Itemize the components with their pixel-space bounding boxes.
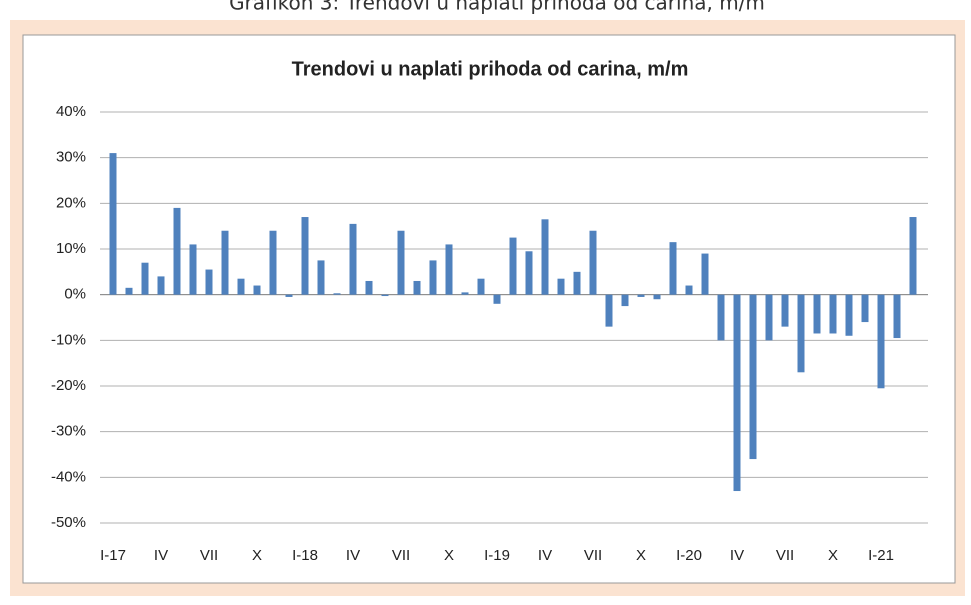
x-tick-label: X <box>636 547 646 564</box>
chart-title: Trendovi u naplati prihoda od carina, m/… <box>292 58 689 80</box>
bar <box>861 294 869 323</box>
x-tick-label: I-18 <box>292 547 318 564</box>
y-tick-label: 30% <box>56 149 86 166</box>
bar <box>509 237 517 295</box>
x-tick-label: IV <box>346 547 360 564</box>
x-tick-label: VII <box>392 547 410 564</box>
bar <box>157 276 165 295</box>
bar <box>717 294 725 341</box>
bar <box>461 292 469 295</box>
bar <box>877 294 885 389</box>
bar <box>829 294 837 334</box>
bar <box>333 293 341 295</box>
bar <box>589 230 597 295</box>
bar <box>445 244 453 295</box>
y-tick-label: -50% <box>51 514 86 531</box>
bar <box>733 294 741 492</box>
bar <box>749 294 757 460</box>
x-tick-label: I-20 <box>676 547 702 564</box>
y-tick-label: -30% <box>51 423 86 440</box>
x-tick-label: VII <box>200 547 218 564</box>
bar <box>413 280 421 295</box>
bar <box>525 251 533 295</box>
x-tick-label: X <box>444 547 454 564</box>
bar <box>381 294 389 297</box>
bar <box>797 294 805 373</box>
bar <box>205 269 213 295</box>
bar <box>557 278 565 295</box>
x-tick-label: X <box>252 547 262 564</box>
y-tick-label: 20% <box>56 194 86 211</box>
bar <box>637 294 645 297</box>
bar <box>541 219 549 295</box>
bar <box>141 262 149 295</box>
x-tick-label: IV <box>154 547 168 564</box>
y-tick-label: 0% <box>64 286 86 303</box>
bar <box>253 285 261 295</box>
y-tick-label: 10% <box>56 240 86 257</box>
y-tick-label: -10% <box>51 331 86 348</box>
bar <box>269 230 277 295</box>
bar <box>909 217 917 295</box>
bar <box>349 223 357 295</box>
caption: Grafikon 3: Trendovi u naplati prihoda o… <box>229 0 765 15</box>
x-tick-label: VII <box>584 547 602 564</box>
bar <box>605 294 613 327</box>
bar <box>621 294 629 307</box>
bar <box>493 294 501 304</box>
bar <box>573 271 581 295</box>
bar <box>285 294 293 297</box>
bar <box>397 230 405 295</box>
bar <box>669 242 677 295</box>
y-tick-label: -20% <box>51 377 86 394</box>
x-tick-label: IV <box>730 547 744 564</box>
bar <box>701 253 709 295</box>
bar <box>765 294 773 341</box>
bar <box>685 285 693 295</box>
y-tick-label: 40% <box>56 103 86 120</box>
x-tick-label: I-19 <box>484 547 510 564</box>
bar <box>237 278 245 295</box>
bar <box>317 260 325 295</box>
bar <box>429 260 437 295</box>
x-tick-label: I-17 <box>100 547 126 564</box>
bar <box>365 280 373 295</box>
x-tick-label: X <box>828 547 838 564</box>
x-tick-label: VII <box>776 547 794 564</box>
y-tick-label: -40% <box>51 468 86 485</box>
bar <box>301 217 309 295</box>
bar <box>189 244 197 295</box>
bar <box>781 294 789 327</box>
bar <box>845 294 853 336</box>
bar <box>813 294 821 334</box>
bar <box>893 294 901 339</box>
bar <box>653 294 661 300</box>
bar <box>125 287 133 295</box>
bar <box>221 230 229 295</box>
bar <box>173 207 181 295</box>
bar <box>477 278 485 295</box>
x-tick-label: I-21 <box>868 547 894 564</box>
x-tick-label: IV <box>538 547 552 564</box>
bar <box>109 153 117 295</box>
